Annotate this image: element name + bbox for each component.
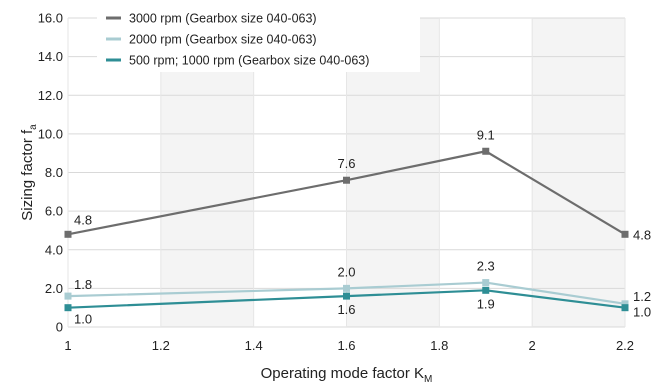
data-label: 1.8 (74, 277, 92, 292)
data-label: 7.6 (337, 156, 355, 171)
y-tick-label: 16.0 (38, 11, 63, 26)
series-line (67, 289, 626, 309)
series-group (64, 147, 629, 312)
x-tick-label: 2 (529, 338, 536, 353)
y-axis-title-subscript: a (28, 124, 39, 130)
x-tick-label: 1.8 (430, 338, 448, 353)
y-axis-title-main: Sizing factor f (19, 129, 36, 221)
y-axis-title: Sizing factor fa (19, 124, 39, 221)
x-tick-label: 1 (64, 338, 71, 353)
y-tick-label: 12.0 (38, 88, 63, 103)
x-tick-label: 1.2 (152, 338, 170, 353)
data-point (621, 304, 629, 312)
x-tick-labels: 1 1.2 1.4 1.6 1.8 2 2.2 (64, 338, 634, 353)
x-tick-label: 1.6 (337, 338, 355, 353)
legend-entry: 500 rpm; 1000 rpm (Gearbox size 040-063) (129, 54, 369, 68)
data-point (64, 292, 72, 300)
y-tick-label: 10.0 (38, 126, 63, 141)
data-label: 9.1 (477, 127, 495, 142)
data-point (482, 286, 490, 294)
x-axis-title-subscript: M (424, 374, 432, 385)
x-axis-title-main: Operating mode factor K (261, 365, 424, 382)
x-axis-title: Operating mode factor KM (261, 365, 433, 385)
data-label: 2.3 (477, 259, 495, 274)
legend-box (97, 4, 420, 72)
y-tick-label: 0 (56, 320, 63, 335)
y-tick-label: 8.0 (45, 165, 63, 180)
x-tick-label: 2.2 (616, 338, 634, 353)
data-label: 1.0 (633, 305, 651, 320)
data-label: 1.6 (337, 302, 355, 317)
data-point (64, 304, 72, 312)
data-point (482, 147, 490, 155)
data-label: 4.8 (633, 227, 651, 242)
x-tick-label: 1.4 (245, 338, 263, 353)
data-label: 1.0 (74, 312, 92, 327)
legend-entry: 3000 rpm (Gearbox size 040-063) (129, 12, 317, 26)
y-tick-label: 4.0 (45, 242, 63, 257)
legend-entry: 2000 rpm (Gearbox size 040-063) (129, 33, 317, 47)
data-label: 4.8 (74, 212, 92, 227)
data-point (343, 284, 350, 292)
data-label: 1.9 (477, 296, 495, 311)
data-point (64, 230, 72, 238)
y-tick-label: 14.0 (38, 49, 63, 64)
legend: 3000 rpm (Gearbox size 040-063) 2000 rpm … (97, 4, 420, 72)
data-label: 1.2 (633, 289, 651, 304)
data-label: 2.0 (337, 264, 355, 279)
data-labels: 4.87.69.14.81.82.0 2.31.21.01.6 1.91.0 (74, 127, 651, 326)
y-tick-labels: 0 2.0 4.0 6.0 8.0 10.0 12.0 14.0 16.0 (38, 11, 63, 335)
data-point (343, 292, 350, 300)
data-point (621, 300, 629, 308)
series-line (67, 281, 626, 305)
data-point (621, 230, 629, 238)
data-point (343, 176, 350, 184)
series-line (67, 150, 626, 236)
data-point (482, 279, 490, 287)
y-tick-label: 2.0 (45, 281, 63, 296)
y-tick-label: 6.0 (45, 204, 63, 219)
